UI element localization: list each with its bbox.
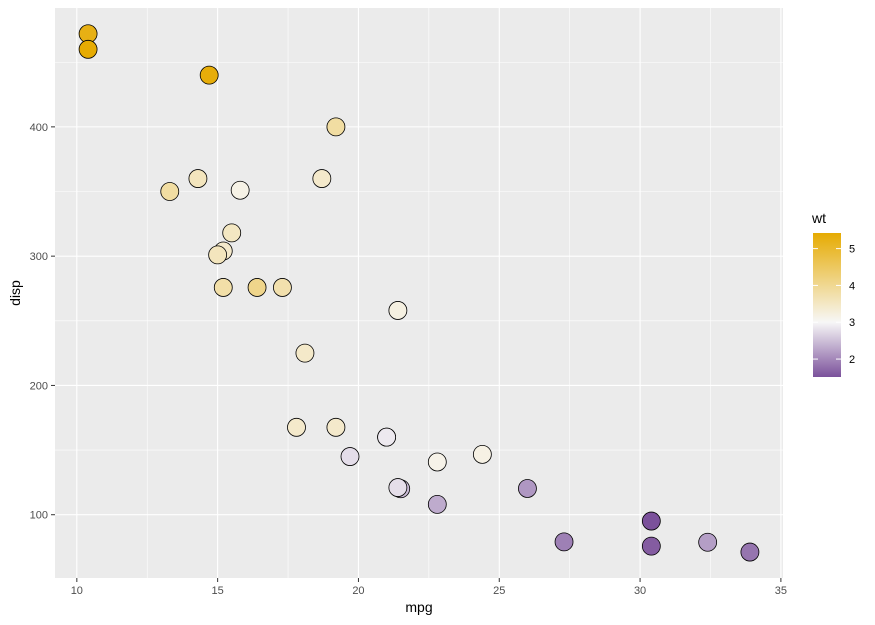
data-point [698,532,718,552]
y-axis-title: disp [7,280,23,306]
data-point [295,343,315,363]
color-legend: wt 2 3 4 5 [811,210,855,377]
plot-panel [55,8,783,578]
data-point [472,444,492,464]
data-point [160,182,180,201]
x-tick-label: 35 [775,585,787,597]
data-point [230,180,250,200]
data-point [340,447,360,466]
data-point [641,511,661,531]
data-point [641,536,661,556]
x-tick-label: 30 [634,585,646,597]
y-tick-label: 300 [30,251,48,263]
x-tick-label: 20 [352,585,364,597]
data-point [427,494,447,514]
data-point [377,427,397,447]
data-point [208,245,228,265]
x-axis-title: mpg [405,599,432,615]
legend-title: wt [811,210,826,226]
data-point [326,417,346,437]
data-point [554,532,574,552]
data-point [213,278,233,297]
y-tick-label: 400 [30,122,48,134]
data-points [78,24,760,562]
x-tick-label: 10 [71,585,83,597]
x-tick-label: 25 [493,585,505,597]
data-point [247,278,267,297]
data-point [188,169,208,188]
data-point [199,65,219,85]
x-axis: 10 15 20 25 30 35 [71,578,787,597]
data-point [518,479,537,498]
data-point [740,542,760,562]
data-point [388,301,408,320]
legend-tick-label: 4 [849,280,855,292]
x-tick-label: 15 [212,585,224,597]
y-axis: 100 200 300 400 [30,122,55,522]
data-point [273,278,292,297]
data-point [427,452,447,472]
data-point [312,169,332,188]
data-point [388,478,408,497]
data-point [78,39,98,59]
data-point [326,117,346,137]
legend-tick-label: 5 [849,244,855,256]
legend-ticks: 2 3 4 5 [813,244,855,366]
legend-colorbar [813,233,841,377]
y-tick-label: 200 [30,380,48,392]
y-tick-label: 100 [30,510,48,522]
legend-tick-label: 3 [849,317,855,329]
data-point [287,417,306,437]
legend-tick-label: 2 [849,354,855,366]
data-point [222,223,242,243]
